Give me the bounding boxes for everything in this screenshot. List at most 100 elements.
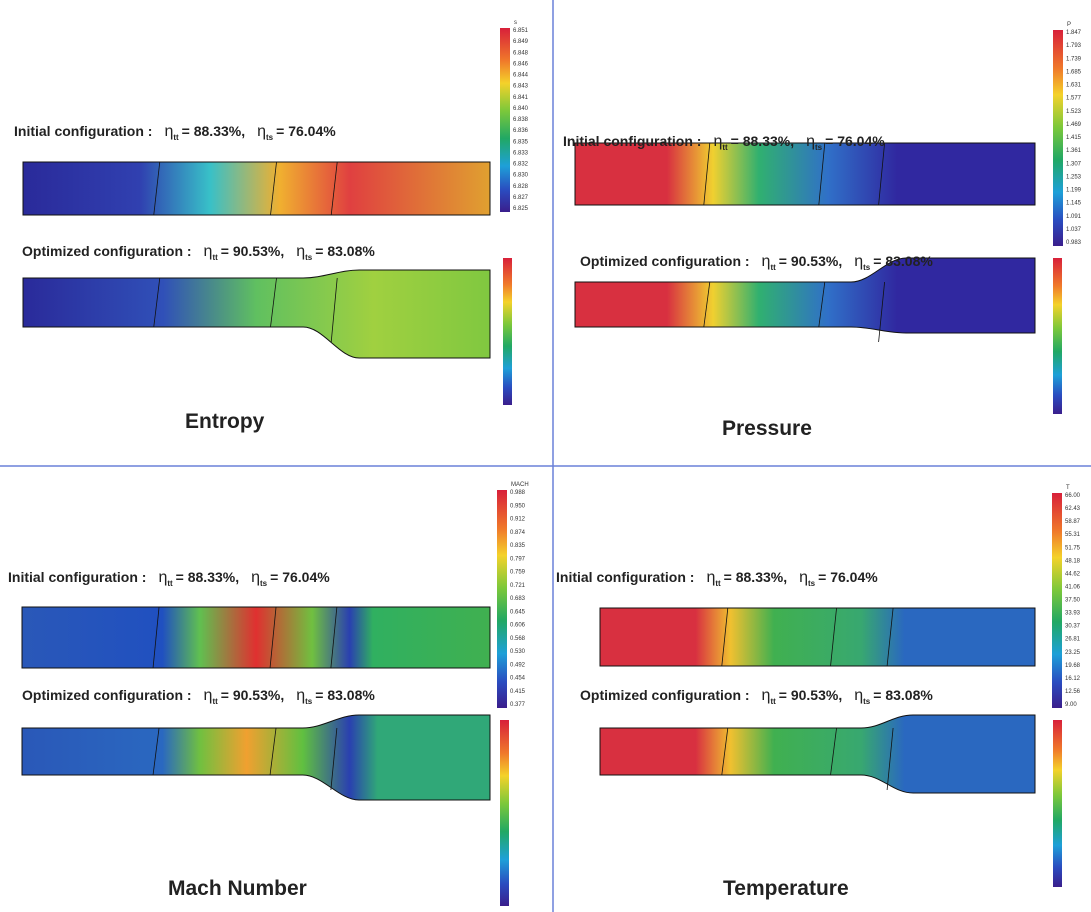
colorbar-label: 58.87 — [1065, 519, 1081, 525]
colorbar-label: 1.469 — [1066, 122, 1082, 128]
eta-subscript: ts — [305, 697, 313, 706]
colorbar-label: 12.56 — [1065, 689, 1081, 695]
eta-subscript: ts — [260, 579, 268, 588]
colorbar — [1053, 258, 1062, 414]
eta-value: = 90.53%, — [779, 687, 842, 703]
colorbar-label: 41.06 — [1065, 584, 1081, 590]
colorbar-label: 16.12 — [1065, 676, 1081, 682]
blade-edge — [152, 727, 160, 776]
eta-subscript: ts — [863, 697, 871, 706]
config-name: Optimized configuration : — [22, 243, 192, 259]
eta-symbol: η — [854, 253, 863, 270]
eta-symbol: η — [713, 133, 722, 150]
eta-subscript: tt — [212, 253, 218, 262]
eta-subscript: ts — [266, 133, 274, 142]
colorbar-label: 0.530 — [510, 649, 526, 655]
colorbar — [1053, 30, 1063, 246]
colorbar-header: T — [1066, 485, 1070, 491]
eta-value: = 76.04% — [276, 123, 336, 139]
colorbar-label: 1.415 — [1066, 135, 1082, 141]
config-name: Optimized configuration : — [580, 253, 750, 269]
colorbar-label: 1.253 — [1066, 174, 1082, 180]
colorbar-label: 0.454 — [510, 676, 526, 682]
colorbar-label: 0.492 — [510, 662, 526, 668]
colorbar-label: 6.833 — [513, 150, 529, 156]
colorbar-label: 1.847 — [1066, 30, 1082, 36]
colorbar-label: 66.00 — [1065, 493, 1081, 499]
blade-edge — [830, 607, 837, 667]
config-name: Optimized configuration : — [22, 687, 192, 703]
blade-edge — [721, 607, 729, 667]
config-name: Initial configuration : — [14, 123, 152, 139]
blade-edge — [269, 727, 277, 776]
colorbar-label: 1.145 — [1066, 201, 1082, 207]
config-label: Initial configuration : ηtt = 88.33%, ηts = … — [8, 569, 330, 588]
colorbar-label: 6.825 — [513, 206, 529, 212]
contour-initial — [22, 161, 491, 216]
contour-optimized — [599, 714, 1036, 794]
eta-subscript: tt — [212, 697, 218, 706]
contour-optimized — [574, 257, 1036, 334]
blade-edge — [703, 281, 711, 328]
colorbar-label: 0.721 — [510, 583, 526, 589]
config-name: Initial configuration : — [8, 569, 146, 585]
colorbar-label: 0.950 — [510, 503, 526, 509]
eta-value: = 88.33%, — [176, 569, 239, 585]
config-label: Optimized configuration : ηtt = 90.53%, ηts… — [22, 243, 375, 262]
eta-subscript: ts — [863, 263, 871, 272]
colorbar — [500, 720, 509, 906]
colorbar-label: 23.25 — [1065, 650, 1081, 656]
colorbar-label: 6.832 — [513, 162, 529, 168]
colorbar-label: 1.091 — [1066, 214, 1082, 220]
colorbar-label: 48.18 — [1065, 558, 1081, 564]
colorbar-label: 62.43 — [1065, 506, 1081, 512]
blade-edge — [269, 606, 277, 669]
colorbar-label: 33.93 — [1065, 611, 1081, 617]
blade-edge — [703, 142, 711, 206]
config-label: Optimized configuration : ηtt = 90.53%, ηts… — [580, 253, 933, 272]
colorbar-label: 0.568 — [510, 636, 526, 642]
colorbar-label: 6.846 — [513, 61, 529, 67]
colorbar-label: 0.874 — [510, 530, 526, 536]
blade-edge — [153, 277, 161, 328]
eta-symbol: η — [762, 253, 771, 270]
colorbar-label: 51.75 — [1065, 545, 1081, 551]
eta-value: = 76.04% — [818, 569, 878, 585]
eta-symbol: η — [204, 687, 213, 704]
blade-edge — [152, 606, 160, 669]
colorbar-label: 0.683 — [510, 596, 526, 602]
colorbar-label: 0.415 — [510, 689, 526, 695]
colorbar-label: 6.843 — [513, 84, 529, 90]
blade-edge — [830, 727, 837, 776]
eta-value: = 90.53%, — [221, 687, 284, 703]
contour-optimized — [22, 269, 491, 359]
colorbar-label: 6.841 — [513, 95, 529, 101]
colorbar-label: 6.828 — [513, 184, 529, 190]
colorbar-label: 0.797 — [510, 556, 526, 562]
config-name: Initial configuration : — [563, 133, 701, 149]
eta-value: = 88.33%, — [182, 123, 245, 139]
field-title: Mach Number — [168, 877, 307, 900]
colorbar-label: 1.631 — [1066, 83, 1082, 89]
colorbar-label: 1.307 — [1066, 161, 1082, 167]
colorbar-label: 1.361 — [1066, 148, 1082, 154]
field-title: Temperature — [723, 877, 849, 900]
colorbar-label: 0.988 — [510, 490, 526, 496]
colorbar-label: 0.606 — [510, 623, 526, 629]
eta-subscript: tt — [722, 143, 728, 152]
eta-symbol: η — [204, 243, 213, 260]
colorbar — [1053, 720, 1062, 887]
colorbar — [503, 258, 512, 405]
colorbar-label: 1.793 — [1066, 43, 1082, 49]
eta-symbol: η — [296, 243, 305, 260]
eta-symbol: η — [296, 687, 305, 704]
eta-symbol: η — [164, 123, 173, 140]
colorbar — [1052, 493, 1062, 708]
eta-value: = 88.33%, — [731, 133, 794, 149]
colorbar-label: 6.836 — [513, 128, 529, 134]
eta-subscript: tt — [173, 133, 179, 142]
field-title: Entropy — [185, 410, 265, 433]
eta-value: = 76.04% — [825, 133, 885, 149]
colorbar-label: 1.199 — [1066, 188, 1082, 194]
